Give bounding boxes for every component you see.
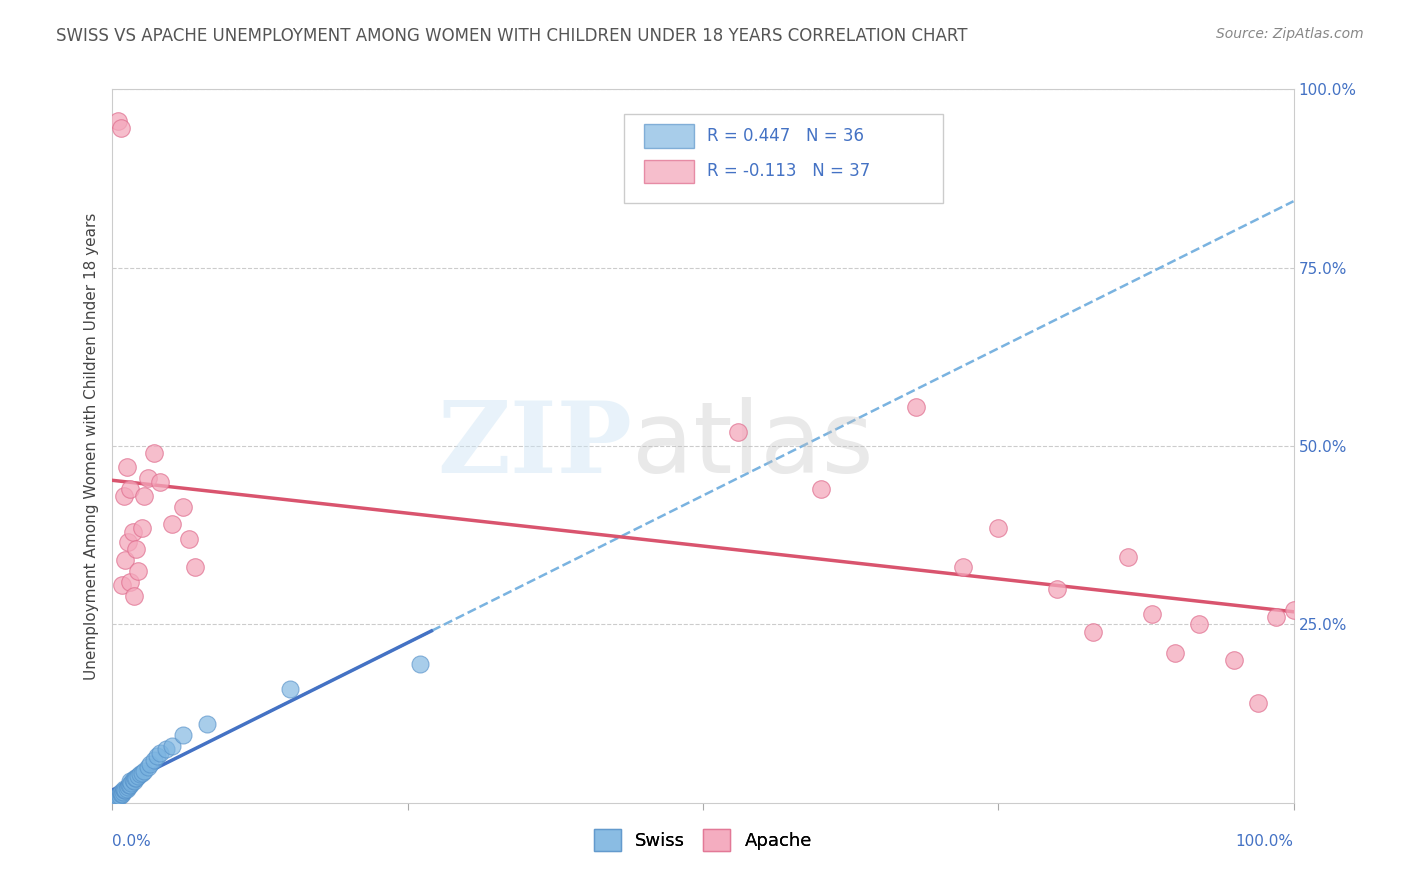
Point — [120, 774, 142, 789]
Point — [727, 425, 749, 439]
Point — [125, 542, 148, 557]
Text: atlas: atlas — [633, 398, 873, 494]
Point — [1247, 696, 1270, 710]
Point — [121, 772, 143, 787]
Point — [179, 532, 201, 546]
Point — [1081, 624, 1104, 639]
Point — [278, 681, 301, 696]
Point — [121, 524, 143, 539]
Point — [184, 560, 207, 574]
Point — [195, 717, 218, 731]
Point — [136, 760, 159, 774]
Point — [172, 500, 194, 514]
Point — [127, 769, 149, 783]
Point — [118, 778, 141, 792]
Point — [112, 785, 135, 799]
Point — [1264, 610, 1286, 624]
Point — [120, 574, 142, 589]
Point — [142, 446, 165, 460]
Point — [139, 756, 162, 771]
Point — [114, 783, 136, 797]
FancyBboxPatch shape — [624, 114, 943, 203]
Point — [131, 765, 153, 780]
Point — [160, 517, 183, 532]
Point — [149, 475, 172, 489]
Point — [1223, 653, 1246, 667]
Point — [125, 771, 148, 785]
Point — [117, 535, 139, 549]
Point — [112, 489, 135, 503]
Point — [120, 776, 142, 790]
Point — [987, 521, 1010, 535]
Y-axis label: Unemployment Among Women with Children Under 18 years: Unemployment Among Women with Children U… — [83, 212, 98, 680]
Point — [107, 789, 129, 803]
Point — [172, 728, 194, 742]
Text: R = 0.447   N = 36: R = 0.447 N = 36 — [707, 127, 863, 145]
Legend: Swiss, Apache: Swiss, Apache — [586, 822, 820, 858]
Point — [810, 482, 832, 496]
Point — [122, 589, 145, 603]
Point — [408, 657, 430, 671]
Point — [127, 564, 149, 578]
Point — [134, 489, 156, 503]
Point — [155, 742, 177, 756]
Point — [1116, 549, 1139, 564]
Point — [131, 521, 153, 535]
Bar — [644, 124, 693, 148]
Point — [110, 787, 132, 801]
Point — [107, 114, 129, 128]
Point — [142, 753, 165, 767]
Point — [112, 781, 135, 796]
Point — [1046, 582, 1069, 596]
Text: SWISS VS APACHE UNEMPLOYMENT AMONG WOMEN WITH CHILDREN UNDER 18 YEARS CORRELATIO: SWISS VS APACHE UNEMPLOYMENT AMONG WOMEN… — [56, 27, 967, 45]
Point — [111, 578, 134, 592]
Point — [128, 767, 150, 781]
Point — [111, 787, 134, 801]
Bar — [644, 160, 693, 184]
Point — [110, 785, 132, 799]
Point — [105, 792, 128, 806]
Point — [108, 789, 131, 803]
Point — [105, 790, 128, 805]
Point — [1282, 603, 1305, 617]
Point — [160, 739, 183, 753]
Point — [136, 471, 159, 485]
Point — [115, 781, 138, 796]
Point — [122, 774, 145, 789]
Point — [1164, 646, 1187, 660]
Point — [124, 771, 146, 785]
Point — [1140, 607, 1163, 621]
Point — [146, 749, 169, 764]
Point — [134, 764, 156, 778]
Point — [112, 783, 135, 797]
Point — [115, 460, 138, 475]
Text: R = -0.113   N = 37: R = -0.113 N = 37 — [707, 162, 870, 180]
Text: 0.0%: 0.0% — [112, 834, 152, 848]
Point — [114, 553, 136, 567]
Point — [904, 400, 927, 414]
Point — [1188, 617, 1211, 632]
Point — [120, 778, 142, 792]
Text: ZIP: ZIP — [437, 398, 633, 494]
Text: Source: ZipAtlas.com: Source: ZipAtlas.com — [1216, 27, 1364, 41]
Point — [117, 780, 139, 794]
Point — [120, 482, 142, 496]
Point — [952, 560, 974, 574]
Point — [149, 746, 172, 760]
Text: 100.0%: 100.0% — [1236, 834, 1294, 848]
Point — [110, 121, 132, 136]
